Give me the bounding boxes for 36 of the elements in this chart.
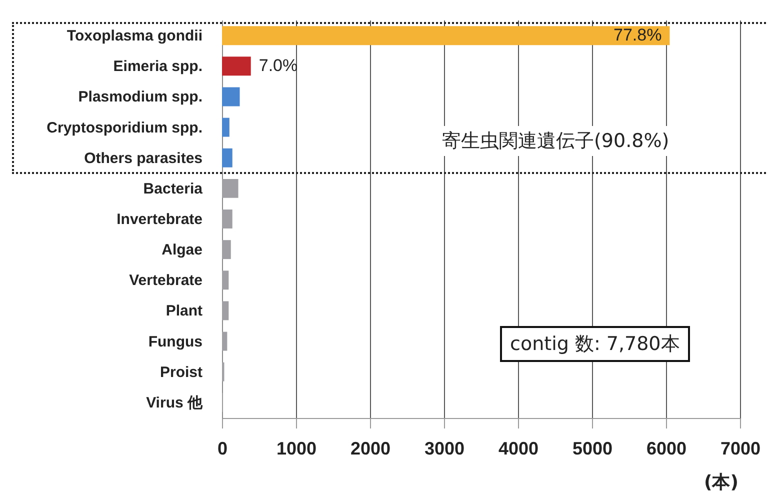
x-tick-label: 6000 xyxy=(646,438,687,458)
y-tick-label: Vertebrate xyxy=(129,272,202,290)
bar xyxy=(222,118,230,137)
bar xyxy=(222,210,232,228)
bar xyxy=(222,301,229,320)
y-tick-label: Plasmodium spp. xyxy=(78,88,202,106)
x-tick-label: 0 xyxy=(217,438,228,458)
bar xyxy=(222,178,238,198)
x-tick-label: 1000 xyxy=(276,438,317,458)
y-tick-label: Plant xyxy=(166,302,202,320)
x-tick-label: 5000 xyxy=(572,438,613,458)
y-tick-label: Invertebrate xyxy=(116,211,202,228)
annotation: 寄生虫関連遺伝子(90.8%) xyxy=(438,126,674,156)
y-tick-label: Fungus xyxy=(148,333,202,350)
annotation: 77.8% xyxy=(613,26,662,45)
y-tick-label: Others parasites xyxy=(84,150,202,167)
x-tick-label: 4000 xyxy=(498,438,539,458)
x-axis-title: (本) xyxy=(704,471,738,494)
y-tick-label: Cryptosporidium spp. xyxy=(46,119,202,136)
bar xyxy=(222,148,232,168)
y-tick-label: Virus 他 xyxy=(146,394,204,412)
y-tick-label: Toxoplasma gondii xyxy=(66,28,202,45)
x-tick-label: 7000 xyxy=(720,438,761,458)
y-tick-label: Bacteria xyxy=(143,180,204,198)
y-tick-label: Proist xyxy=(160,364,202,381)
bar xyxy=(222,87,240,106)
y-tick-label: Eimeria spp. xyxy=(113,58,202,76)
bar xyxy=(222,56,251,76)
bar xyxy=(222,270,229,290)
x-tick-label: 3000 xyxy=(424,438,465,458)
bar xyxy=(222,332,228,351)
x-tick-label: 2000 xyxy=(350,438,391,458)
y-tick-label: Algae xyxy=(162,242,202,259)
bar xyxy=(222,240,231,260)
bar xyxy=(222,26,670,46)
annotation: contig 数: 7,780本 xyxy=(500,326,690,362)
